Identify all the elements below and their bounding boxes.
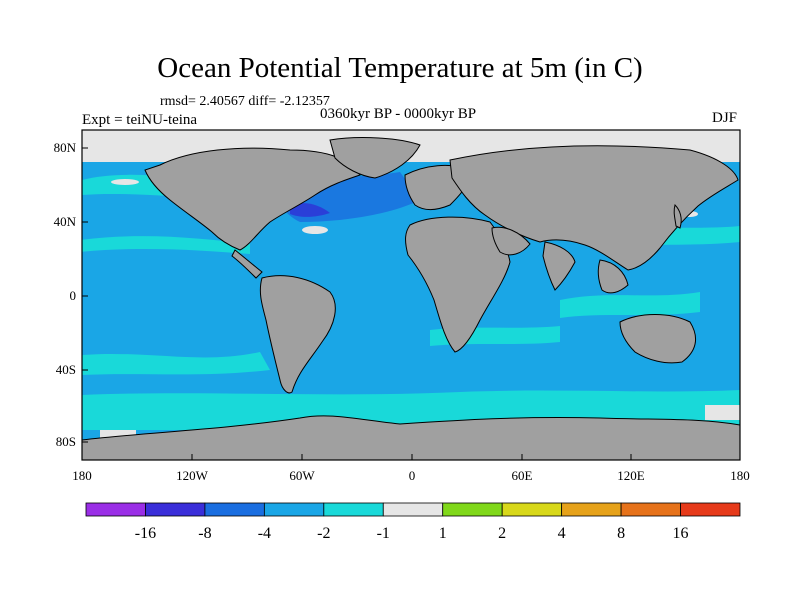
- colorbar-label: -16: [135, 525, 156, 542]
- colorbar-swatch: [561, 502, 622, 517]
- experiment-label: Expt = teiNU-teina: [82, 112, 198, 128]
- colorbar-label: 2: [498, 525, 506, 542]
- period-label: 0360kyr BP - 0000kyr BP: [320, 106, 477, 122]
- map-title: Ocean Potential Temperature at 5m (in C): [157, 52, 643, 84]
- lat-tick-label: 80S: [56, 434, 76, 449]
- land-masses: [82, 137, 740, 460]
- lon-tick-label: 120W: [176, 468, 209, 483]
- map-frame: [81, 129, 741, 461]
- africa: [405, 216, 511, 353]
- colorbar: -16 -8 -4 -2 -1 1 2 4 8 16: [85, 502, 741, 542]
- lat-tick-label: 80N: [54, 140, 77, 155]
- colorbar-swatch: [204, 502, 265, 517]
- south-america: [259, 275, 336, 394]
- colorbar-swatch: [382, 502, 444, 517]
- colorbar-swatch: [323, 502, 384, 517]
- colorbar-swatch: [85, 502, 146, 517]
- lon-tick-label: 180: [730, 468, 750, 483]
- lon-tick-label: 180: [72, 468, 92, 483]
- colorbar-label: -2: [317, 525, 330, 542]
- lon-tick-label: 60W: [289, 468, 315, 483]
- colorbar-label: -1: [377, 525, 390, 542]
- lat-ticks: [82, 147, 88, 443]
- north-america: [144, 147, 361, 251]
- colorbar-swatch: [263, 502, 325, 517]
- lat-tick-label: 0: [70, 288, 77, 303]
- lon-tick-label: 0: [409, 468, 416, 483]
- colorbar-swatch: [442, 502, 503, 517]
- tropical-pacific-cyan-band: [82, 236, 250, 254]
- map-canvas: [82, 130, 740, 460]
- south-pacific-cyan-band: [82, 352, 270, 375]
- lat-tick-label: 40N: [54, 214, 77, 229]
- season-label: DJF: [712, 110, 738, 126]
- antarctica: [82, 415, 740, 460]
- lon-tick-label: 60E: [512, 468, 533, 483]
- gulf-stream-dark-blue-patch: [290, 202, 330, 217]
- lon-ticks: [81, 454, 741, 460]
- colorbar-swatch: [501, 502, 563, 517]
- colorbar-label: 1: [439, 525, 447, 542]
- colorbar-swatch: [680, 502, 741, 517]
- japan: [673, 204, 682, 229]
- central-america: [231, 249, 263, 279]
- colorbar-label: 4: [558, 525, 566, 542]
- southeast-asia: [597, 259, 629, 294]
- colorbar-label: 8: [617, 525, 625, 542]
- india: [542, 241, 576, 291]
- subtropical-white-patch: [302, 226, 328, 234]
- lon-tick-label: 120E: [617, 468, 645, 483]
- antarctic-white-patch-2: [705, 405, 740, 420]
- lat-tick-label: 40S: [56, 362, 76, 377]
- pacific-white-patch: [111, 179, 139, 185]
- greenland: [329, 137, 421, 179]
- indian-ocean-cyan-band: [560, 292, 700, 318]
- colorbar-label: 16: [673, 525, 689, 542]
- colorbar-label: -4: [258, 525, 271, 542]
- australia: [619, 314, 697, 364]
- arabia: [491, 226, 531, 256]
- stats-label: rmsd= 2.40567 diff= -2.12357: [160, 94, 330, 109]
- colorbar-swatch: [620, 502, 681, 517]
- colorbar-label: -8: [198, 525, 211, 542]
- colorbar-swatch: [145, 502, 206, 517]
